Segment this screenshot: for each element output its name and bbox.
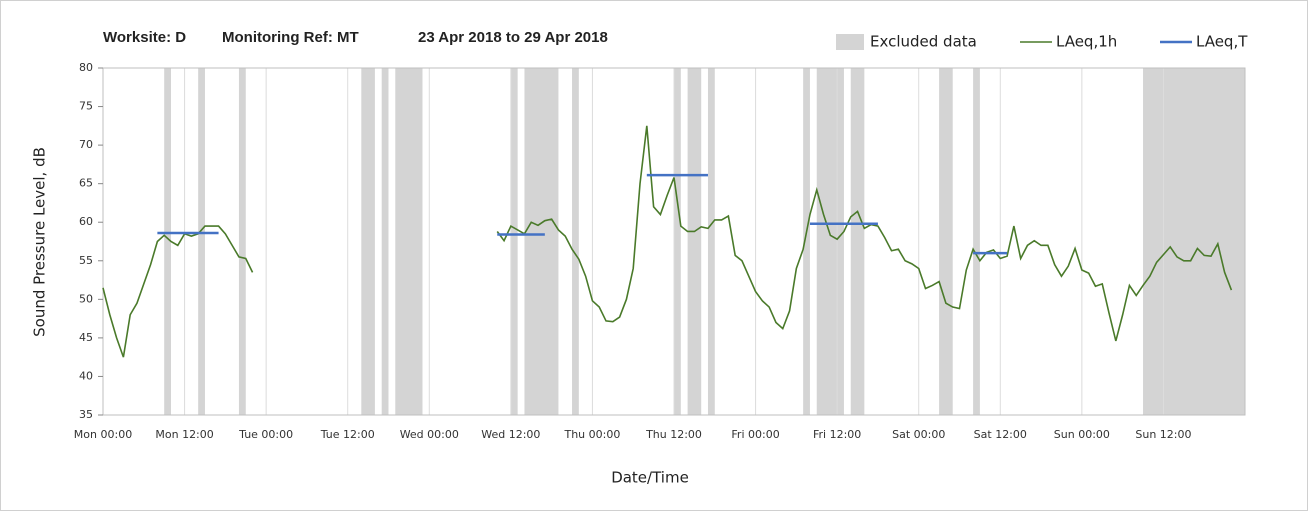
excluded-band: [395, 68, 423, 415]
y-tick-label: 60: [79, 215, 93, 228]
y-tick-label: 70: [79, 138, 93, 151]
y-tick-label: 55: [79, 254, 93, 267]
excluded-band: [198, 68, 205, 415]
y-axis-label: Sound Pressure Level, dB: [31, 147, 49, 337]
x-tick-label: Sat 00:00: [892, 428, 945, 441]
excluded-band: [850, 68, 865, 415]
excluded-band: [164, 68, 171, 415]
x-axis-label: Date/Time: [611, 469, 689, 487]
legend-label: LAeq,1h: [1056, 33, 1117, 51]
y-tick-label: 65: [79, 177, 93, 190]
excluded-band: [238, 68, 246, 415]
title-worksite: Worksite: D: [103, 29, 186, 46]
y-tick-label: 80: [79, 61, 93, 74]
y-tick-label: 40: [79, 369, 93, 382]
excluded-band: [707, 68, 715, 415]
excluded-band: [381, 68, 389, 415]
excluded-band: [803, 68, 810, 415]
y-tick-label: 35: [79, 408, 93, 421]
x-tick-label: Thu 12:00: [645, 428, 702, 441]
excluded-band: [816, 68, 844, 415]
excluded-band: [1143, 68, 1245, 415]
x-tick-label: Sat 12:00: [974, 428, 1027, 441]
x-tick-label: Sun 12:00: [1135, 428, 1191, 441]
x-tick-label: Mon 00:00: [74, 428, 132, 441]
legend-label: LAeq,T: [1196, 33, 1248, 51]
x-tick-label: Wed 00:00: [400, 428, 459, 441]
x-tick-label: Tue 00:00: [238, 428, 293, 441]
y-tick-label: 75: [79, 100, 93, 113]
legend-swatch: [836, 34, 864, 50]
x-tick-label: Fri 12:00: [813, 428, 861, 441]
excluded-band: [524, 68, 559, 415]
excluded-band: [973, 68, 980, 415]
excluded-band: [361, 68, 375, 415]
x-tick-label: Sun 00:00: [1054, 428, 1110, 441]
y-tick-label: 45: [79, 331, 93, 344]
x-tick-label: Wed 12:00: [481, 428, 540, 441]
title-dates: 23 Apr 2018 to 29 Apr 2018: [418, 29, 608, 46]
plot-border: [102, 67, 1246, 416]
excluded-band: [939, 68, 953, 415]
x-tick-label: Fri 00:00: [731, 428, 779, 441]
title-ref: Monitoring Ref: MT: [222, 29, 359, 46]
excluded-band: [572, 68, 579, 415]
x-tick-label: Thu 00:00: [563, 428, 620, 441]
excluded-band: [674, 68, 681, 415]
excluded-band: [510, 68, 518, 415]
y-tick-label: 50: [79, 292, 93, 305]
legend-label: Excluded data: [870, 33, 977, 51]
x-tick-label: Tue 12:00: [320, 428, 375, 441]
excluded-band: [687, 68, 702, 415]
x-tick-label: Mon 12:00: [155, 428, 213, 441]
line-series: [102, 125, 1233, 358]
